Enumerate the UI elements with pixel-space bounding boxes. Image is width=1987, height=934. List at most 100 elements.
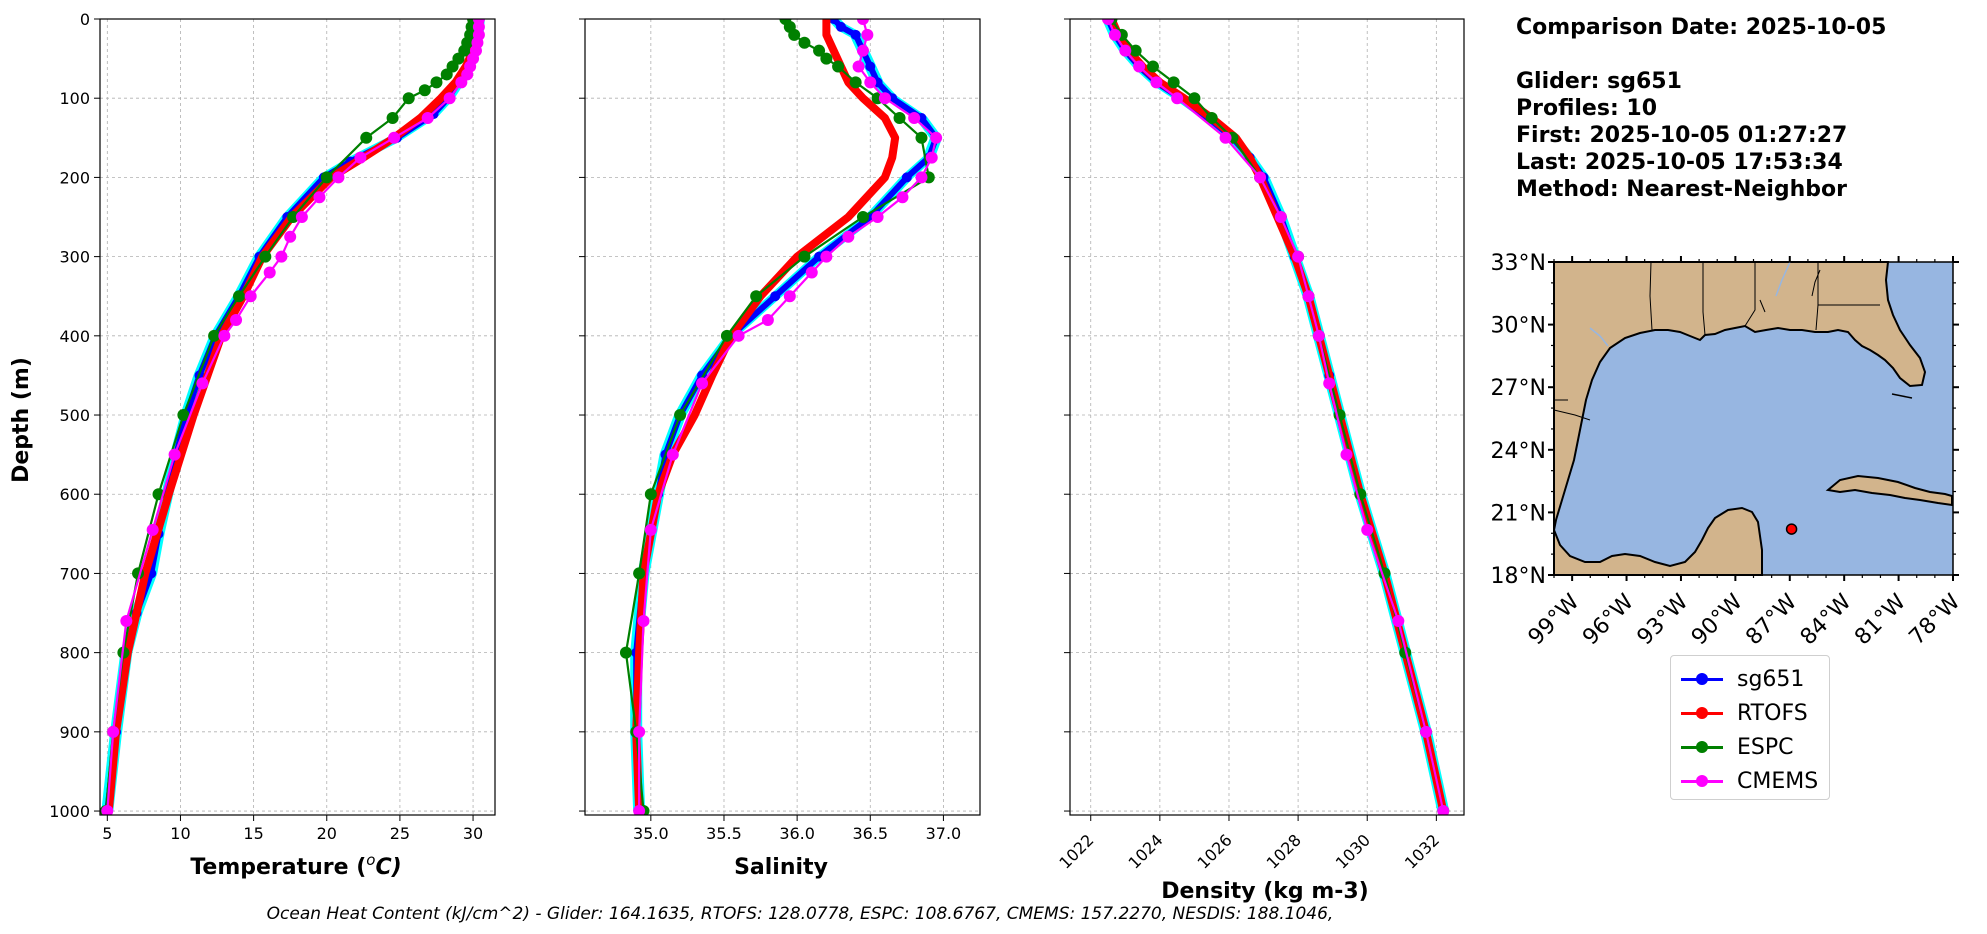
data-point-espc: [402, 92, 415, 105]
x-tick-label: 1030: [1332, 830, 1374, 872]
x-tick-label: 36.0: [779, 824, 815, 843]
data-point-cmems: [107, 725, 120, 738]
data-point-cmems: [842, 230, 855, 243]
temperature-panel: 5 10 15 20 25 3001002003004005006007008009001…: [49, 10, 496, 843]
x-tick-label: 30: [463, 824, 483, 843]
x-tick-label: 5: [102, 824, 112, 843]
data-point-cmems: [1254, 171, 1267, 184]
x-tick-label: 1024: [1124, 830, 1166, 872]
x-tick-label: 15: [243, 824, 263, 843]
data-point-cmems: [908, 112, 921, 125]
data-point-cmems: [856, 19, 869, 25]
map-lon-label: 93°W: [1633, 589, 1694, 650]
series-group: [100, 19, 485, 815]
axes-frame: [1069, 18, 1465, 816]
ocean-heat-content-caption: Ocean Heat Content (kJ/cm^2) - Glider: 1…: [266, 904, 1334, 924]
series-line-rtofs: [104, 19, 485, 812]
data-point-cmems: [295, 211, 308, 224]
data-point-sg651: [836, 21, 847, 32]
glider-position-marker: [1785, 523, 1798, 535]
data-point-cmems: [1392, 614, 1405, 627]
data-point-cmems: [244, 290, 257, 303]
legend-entry-sg651: sg651: [1681, 662, 1829, 696]
map-land-us: [1553, 261, 1927, 531]
x-tick-label: 1026: [1194, 830, 1236, 872]
data-point-espc: [788, 28, 801, 41]
y-tick-label: 100: [59, 89, 90, 108]
series-line-espc: [624, 19, 930, 812]
data-point-cmems: [633, 805, 646, 815]
data-point-cmems: [696, 377, 709, 390]
map-lon-label: 84°W: [1796, 589, 1857, 650]
y-tick-label: 200: [59, 168, 90, 187]
y-tick-label: 500: [59, 406, 90, 425]
data-point-espc: [813, 44, 826, 57]
map-lon-label: 81°W: [1850, 589, 1911, 650]
data-point-espc: [360, 131, 373, 144]
data-point-cmems: [146, 523, 159, 536]
x-tick-label: 36.5: [852, 824, 888, 843]
x-tick-label: 1028: [1263, 830, 1305, 872]
data-point-sg651: [865, 61, 876, 72]
data-point-espc: [750, 290, 763, 303]
data-point-cmems: [861, 28, 874, 41]
data-point-espc: [856, 211, 869, 224]
data-point-cmems: [732, 329, 745, 342]
salinity-panel: 35.0 35.5 36.0 36.5 37.0: [579, 18, 981, 843]
data-point-cmems: [120, 614, 133, 627]
y-tick-label: 600: [59, 485, 90, 504]
data-point-cmems: [354, 151, 367, 164]
glider-profile-line: [1106, 21, 1446, 815]
y-tick-label: 900: [59, 723, 90, 742]
data-point-espc: [259, 250, 272, 263]
data-point-cmems: [1274, 211, 1287, 224]
map-lat-label: 27°N: [1491, 376, 1546, 401]
data-point-cmems: [1102, 19, 1115, 25]
data-point-cmems: [761, 313, 774, 326]
data-point-cmems: [637, 614, 650, 627]
legend-swatch: [1681, 669, 1723, 689]
data-point-espc: [619, 646, 632, 659]
data-point-espc: [440, 68, 453, 81]
data-point-espc: [1129, 44, 1142, 57]
data-point-cmems: [878, 92, 891, 105]
data-point-espc: [287, 211, 300, 224]
y-tick-label: 0: [80, 10, 90, 29]
map-lat-label: 33°N: [1491, 251, 1546, 276]
data-point-cmems: [388, 131, 401, 144]
data-point-espc: [386, 112, 399, 125]
map-lat-label: 21°N: [1491, 501, 1546, 526]
grid: [585, 18, 980, 815]
data-point-cmems: [1108, 28, 1121, 41]
map-land-mexico: [1553, 506, 1763, 576]
data-point-cmems: [1302, 290, 1315, 303]
map-lat-label: 24°N: [1491, 439, 1546, 464]
data-point-cmems: [313, 191, 326, 204]
map-lon-label: 99°W: [1524, 589, 1585, 650]
data-point-cmems: [284, 230, 297, 243]
data-point-espc: [798, 250, 811, 263]
data-point-espc: [720, 329, 733, 342]
data-point-sg651: [901, 172, 912, 183]
data-point-cmems: [1292, 250, 1305, 263]
data-point-cmems: [196, 377, 209, 390]
data-point-cmems: [1150, 76, 1163, 89]
y-tick-label: 300: [59, 248, 90, 267]
data-point-espc: [832, 60, 845, 73]
legend-swatch: [1681, 771, 1723, 791]
data-point-cmems: [1133, 60, 1146, 73]
x-tick-label: 35.5: [706, 824, 742, 843]
data-point-cmems: [1340, 448, 1353, 461]
data-point-espc: [430, 76, 443, 89]
axes-frame: [99, 18, 496, 816]
data-point-cmems: [666, 448, 679, 461]
x-tick-label: 1022: [1055, 830, 1097, 872]
data-point-cmems: [915, 171, 928, 184]
data-point-espc: [1205, 112, 1218, 125]
data-point-cmems: [856, 44, 869, 57]
data-point-cmems: [1323, 377, 1336, 390]
data-point-cmems: [820, 250, 833, 263]
data-point-espc: [1146, 60, 1159, 73]
data-point-cmems: [864, 76, 877, 89]
